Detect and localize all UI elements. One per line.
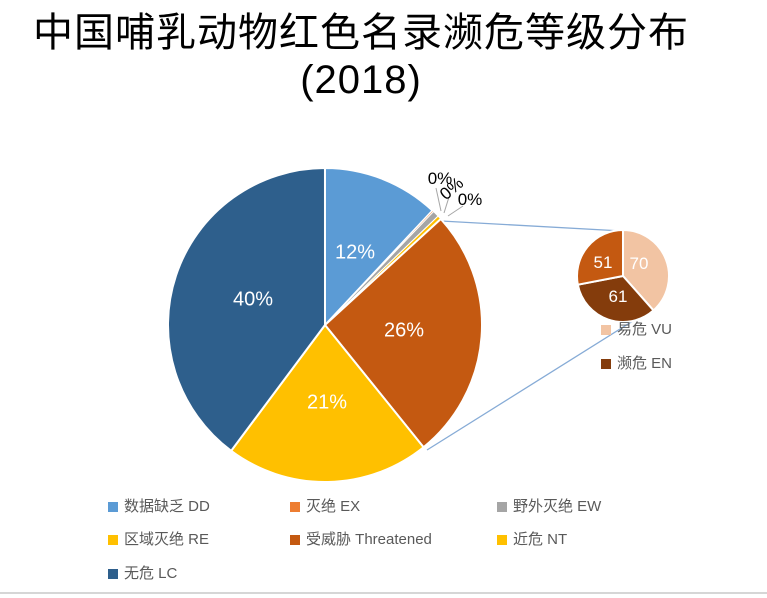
label-dd-pct: 12% — [334, 241, 376, 264]
label-vu-count: 70 — [629, 254, 649, 273]
dd-legend-swatch-icon — [108, 502, 118, 512]
threatened-legend-swatch-icon — [290, 535, 300, 545]
pie-slice-nt — [229, 323, 425, 483]
secondary-pie — [576, 228, 670, 323]
legend-item-nt: 近危 NT — [497, 531, 567, 549]
pie-slice-en — [576, 274, 655, 323]
pie-slice-dd — [324, 166, 434, 328]
label-nt-pct: 21% — [306, 391, 348, 414]
vu-legend-label: 易危 VU — [617, 321, 673, 338]
threatened-legend-label: 受威胁 Threatened — [306, 531, 432, 548]
lc-legend-label: 无危 LC — [124, 565, 178, 582]
label-threatened-pct: 26% — [383, 319, 425, 342]
legend-item-re: 区域灭绝 RE — [108, 531, 209, 549]
chart-title-line1: 中国哺乳动物红色名录濒危等级分布 — [33, 11, 689, 55]
chart-bottom-border — [0, 592, 767, 594]
pie-slice-vu — [622, 228, 670, 312]
label-lc-pct: 40% — [232, 288, 274, 311]
dd-legend-label: 数据缺乏 DD — [124, 498, 210, 515]
ex-legend-swatch-icon — [290, 502, 300, 512]
en-legend-swatch-icon — [601, 359, 611, 369]
re-legend-swatch-icon — [108, 535, 118, 545]
label-en-count: 61 — [608, 287, 628, 306]
legend-item-ew: 野外灭绝 EW — [497, 498, 601, 516]
lc-legend-swatch-icon — [108, 569, 118, 579]
label-re-pct: 0% — [457, 190, 483, 209]
chart-title-line2: (2018) — [300, 58, 422, 102]
nt-legend-label: 近危 NT — [513, 531, 568, 548]
vu-legend-swatch-icon — [601, 325, 611, 335]
nt-legend-swatch-icon — [497, 535, 507, 545]
label-ex-pct: 0% — [427, 169, 453, 188]
secondary-legend-item-vu: 易危 VU — [601, 321, 672, 339]
leader-line-re — [447, 205, 464, 217]
legend-item-threatened: 受威胁 Threatened — [290, 531, 432, 549]
connector-line-top — [440, 220, 623, 232]
ew-legend-label: 野外灭绝 EW — [513, 498, 602, 515]
re-legend-label: 区域灭绝 RE — [124, 531, 210, 548]
pie-slice-lc — [167, 166, 327, 453]
ex-legend-label: 灭绝 EX — [306, 498, 361, 515]
main-pie — [167, 166, 483, 483]
legend-item-dd: 数据缺乏 DD — [108, 498, 210, 516]
leader-line-ex — [435, 187, 442, 212]
en-legend-label: 濒危 EN — [617, 355, 673, 372]
label-secondary-51-count: 51 — [593, 253, 613, 272]
legend-item-ex: 灭绝 EX — [290, 498, 360, 516]
leader-line-ew — [443, 196, 450, 214]
legend-item-lc: 无危 LC — [108, 565, 177, 583]
ew-legend-swatch-icon — [497, 502, 507, 512]
secondary-legend-item-en: 濒危 EN — [601, 355, 672, 373]
connector-line-bottom — [426, 308, 653, 451]
pie-slice-secondary-51 — [576, 228, 625, 286]
pie-slice-threatened — [323, 217, 483, 449]
chart-title: 中国哺乳动物红色名录濒危等级分布 (2018) — [0, 10, 722, 104]
